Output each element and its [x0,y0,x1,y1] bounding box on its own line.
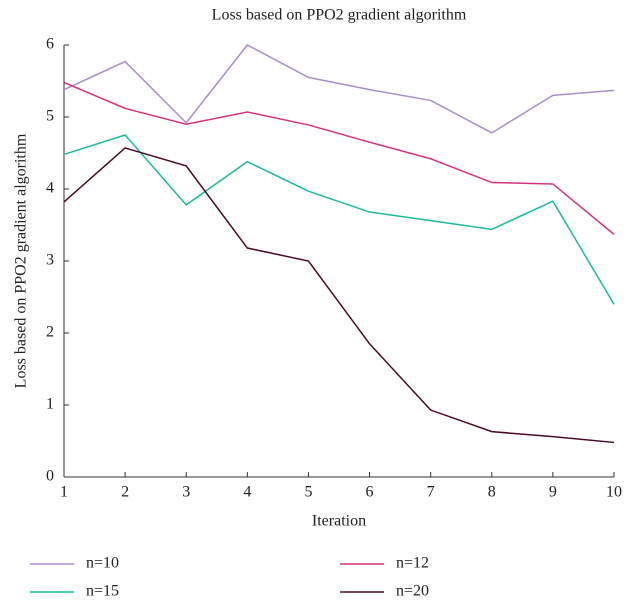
series-line [63,147,615,444]
legend-label: n=15 [86,583,119,600]
y-tick-label: 0 [46,468,54,485]
y-axis-label: Loss based on PPO2 gradient algorithm [13,133,30,388]
series-line [63,81,615,235]
x-tick-label: 4 [243,484,251,501]
legend-label: n=20 [396,583,429,600]
y-tick-label: 1 [46,396,54,413]
y-tick-label: 3 [46,252,54,269]
x-tick-label: 3 [182,484,190,501]
legend-label: n=12 [396,555,429,572]
x-tick-label: 2 [121,484,129,501]
y-tick-label: 5 [46,108,54,125]
x-axis-label: Iteration [312,513,366,530]
series-line [63,44,615,134]
chart-title: Loss based on PPO2 gradient algorithm [212,7,467,24]
y-tick-label: 6 [46,36,54,53]
x-tick-label: 6 [366,484,374,501]
x-tick-label: 7 [427,484,435,501]
x-tick-label: 5 [304,484,312,501]
x-tick-label: 10 [606,484,622,501]
legend-label: n=10 [86,555,119,572]
x-tick-label: 1 [60,484,68,501]
y-tick-label: 4 [46,180,54,197]
x-tick-label: 9 [549,484,557,501]
x-tick-label: 8 [488,484,496,501]
y-tick-label: 2 [46,324,54,341]
series-line [63,134,615,305]
